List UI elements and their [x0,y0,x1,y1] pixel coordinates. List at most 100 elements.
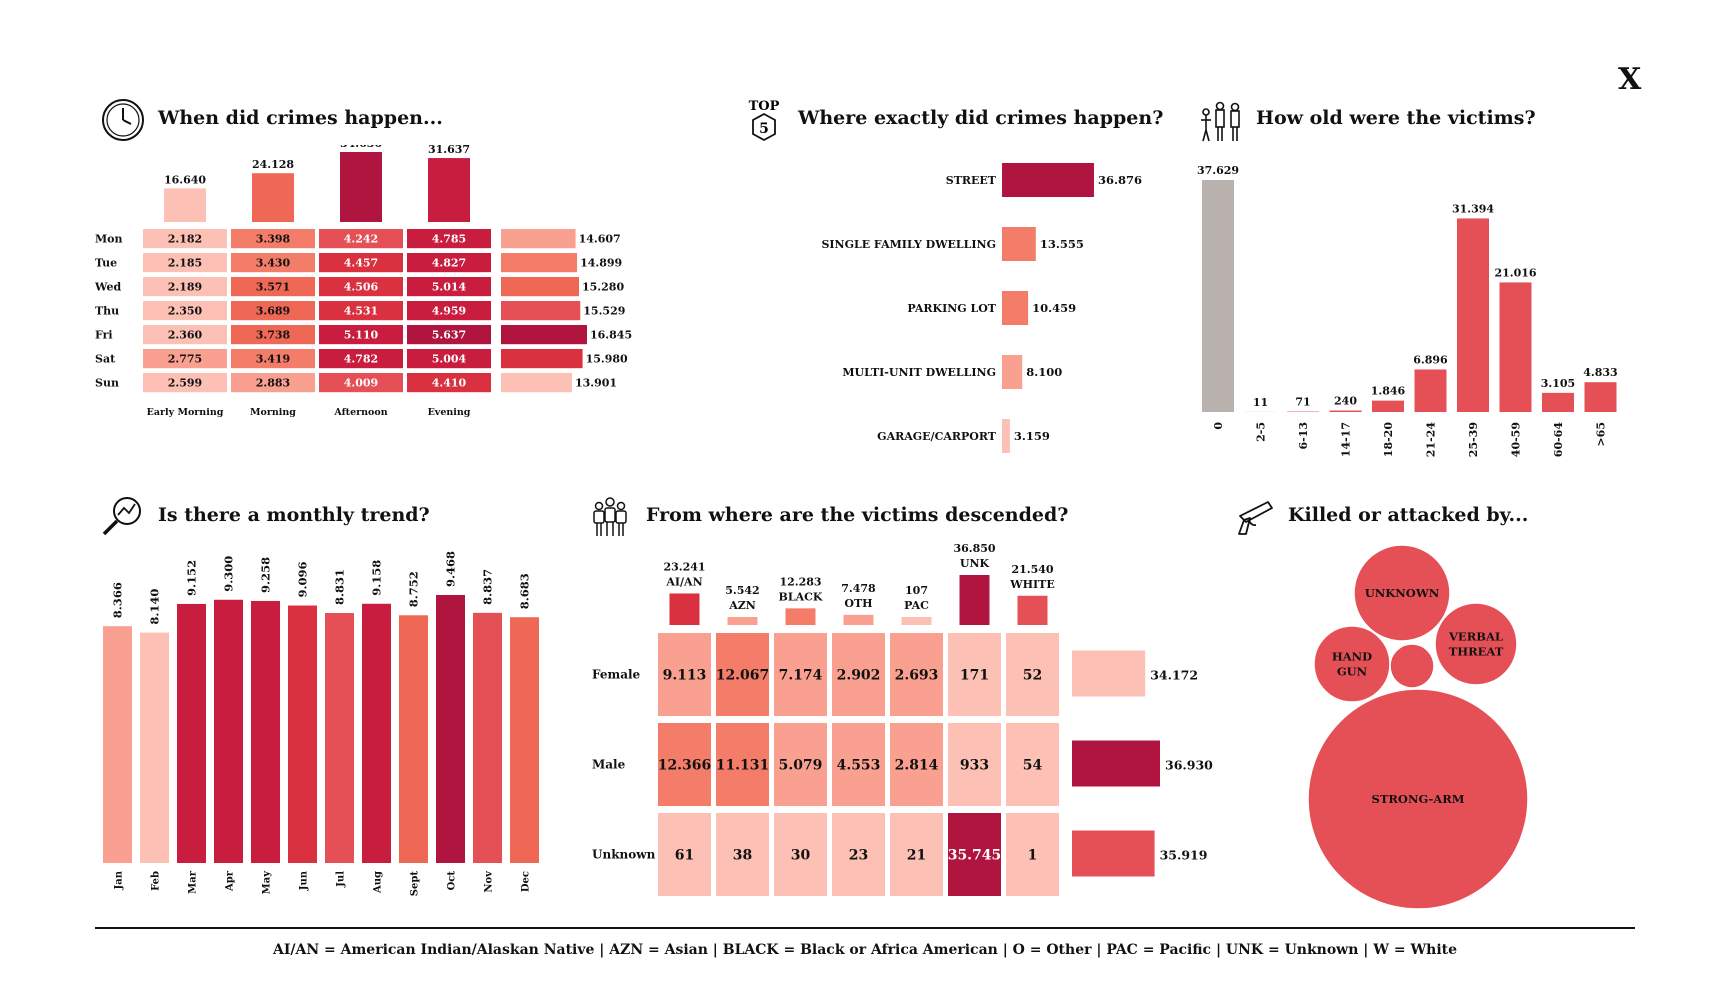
month-bar [436,595,465,863]
heatmap-cell [716,633,769,716]
row-label: Sat [95,353,116,366]
age-value-label: 1.846 [1371,385,1406,398]
age-category-label: 18-20 [1382,422,1395,458]
footer-divider [95,927,1635,929]
age-value-label: 11 [1253,396,1268,409]
age-bar [1584,382,1617,412]
column-total-bar [901,617,932,625]
top-five-icon: TOP 5 [749,99,780,142]
weapon-bubble [1434,602,1518,686]
heatmap-cell-value: 5.079 [779,758,823,774]
month-label: Sept [410,871,421,897]
heatmap-cell-value: 4.506 [344,281,379,294]
heatmap-cell-value: 4.785 [432,233,466,246]
weapon-bubble-label: STRONG-ARM [1372,792,1465,806]
column-label: AZN [728,599,756,612]
heatmap-cell-value: 3.689 [256,305,290,318]
heatmap-cell-value: 2.775 [168,353,202,366]
row-label: Tue [95,257,117,270]
heatmap-cell [231,229,315,249]
age-category-label: 2-5 [1255,422,1268,442]
row-total-label: 14.607 [579,233,621,246]
age-bar [1414,369,1447,412]
month-value-label: 9.152 [185,560,199,596]
weapon-bubble [1307,688,1529,910]
column-total-label: 24.128 [252,158,294,171]
month-label: Oct [447,871,458,891]
month-bar [251,600,280,863]
row-label: Fri [95,329,113,342]
close-button[interactable]: X [1618,62,1642,97]
heatmap-cell [832,633,885,716]
row-total-label: 16.845 [590,329,632,342]
column-total-label: 12.283 [779,575,821,588]
row-label: Female [592,668,641,682]
row-label: Sun [95,377,119,390]
heatmap-cell-value: 5.014 [432,281,467,294]
heatmap-cell [407,325,491,345]
heatmap-cell [716,813,769,896]
heatmap-cell-value: 52 [1023,668,1042,684]
location-label: GARAGE/CARPORT [877,430,997,443]
row-total-label: 15.980 [586,353,628,366]
heatmap-cell-value: 2.350 [168,305,203,318]
chart-title-descent: From where are the victims descended? [646,504,1069,526]
column-total-bar [164,188,206,222]
heatmap-cell [319,373,403,393]
location-bar [1002,163,1094,197]
heatmap-cell [231,301,315,321]
heatmap-cell-value: 5.637 [432,329,466,342]
column-total-bar [1017,595,1048,625]
column-total-bar [785,608,816,625]
column-total-label: 23.241 [663,560,705,573]
age-bar [1499,282,1532,412]
location-label: SINGLE FAMILY DWELLING [821,238,996,251]
month-label: Feb [151,871,162,891]
column-label: Early Morning [147,407,224,418]
heatmap-cell [143,349,227,369]
heatmap-cell-value: 4.959 [432,305,466,318]
row-total-bar [501,349,583,369]
column-label: OTH [844,597,872,610]
heatmap-cell-value: 2.360 [168,329,203,342]
heatmap-cell [407,277,491,297]
column-label: Evening [428,407,471,418]
location-bar [1002,291,1029,325]
row-label: Unknown [592,848,656,862]
top-badge-number: 5 [759,121,769,137]
row-label: Thu [95,305,119,318]
heatmap-cell-value: 4.009 [344,377,378,390]
heatmap-cell-value: 5.004 [432,353,467,366]
heatmap-cell-value: 4.410 [432,377,467,390]
age-value-label: 6.896 [1413,353,1448,366]
row-total-bar [1072,740,1160,787]
heatmap-cell-value: 38 [733,848,752,864]
age-category-label: 6-13 [1297,422,1310,450]
heatmap-cell-value: 2.189 [168,281,202,294]
age-bar [1329,410,1362,412]
heatmap-cell-value: 2.182 [168,233,202,246]
row-total-bar [501,253,578,273]
row-total-bar [501,325,587,345]
heatmap-cell [1006,723,1059,806]
age-category-label: 14-17 [1340,422,1353,457]
heatmap-cell-value: 12.366 [658,758,712,774]
chart-title-age: How old were the victims? [1256,107,1536,129]
location-bar [1002,355,1023,389]
top-badge-label: TOP [749,99,780,114]
location-label: PARKING LOT [907,302,996,315]
heatmap-cell-value: 12.067 [716,668,770,684]
heatmap-cell-value: 2.814 [895,758,939,774]
row-total-bar [1072,830,1155,877]
heatmap-cell-value: 4.827 [432,257,466,270]
age-category-label: 25-39 [1467,422,1480,457]
month-value-label: 8.366 [111,582,125,618]
heatmap-cell [143,253,227,273]
column-total-bar [843,614,874,625]
heatmap-cell [890,723,943,806]
heatmap-cell [319,229,403,249]
chart-title-time: When did crimes happen... [158,107,443,129]
age-value-label: 3.105 [1541,377,1575,390]
heatmap-cell [774,723,827,806]
heatmap-cell [231,277,315,297]
